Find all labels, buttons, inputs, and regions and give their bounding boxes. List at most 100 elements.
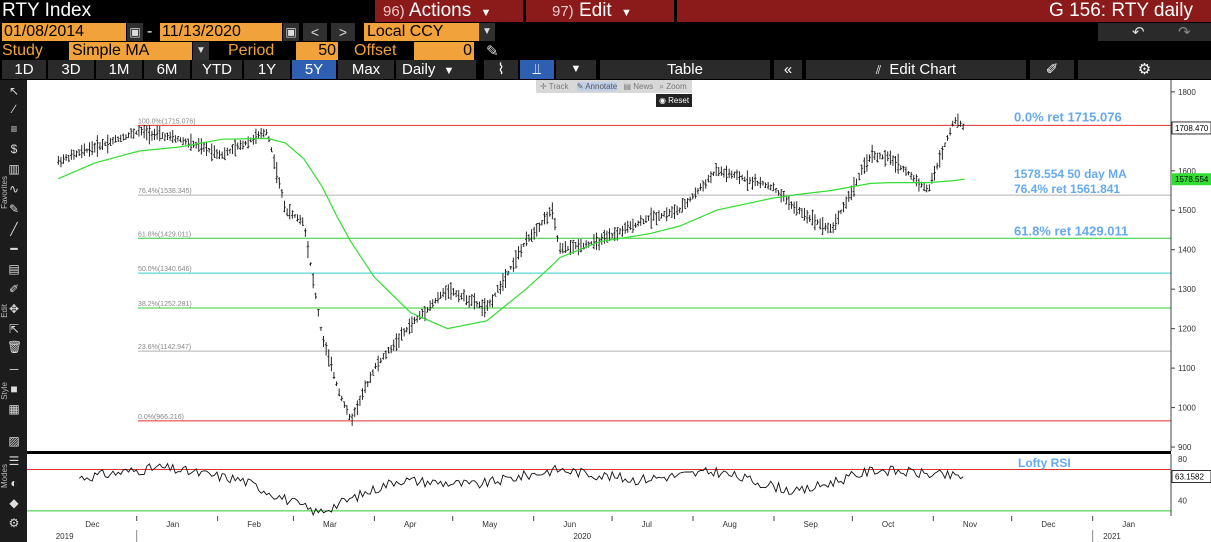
ma-series-line xyxy=(58,137,965,330)
frequency-label: Daily xyxy=(402,61,436,78)
start-date-input[interactable]: 01/08/2014 xyxy=(2,23,126,41)
channel-icon[interactable]: ▤ xyxy=(8,262,20,276)
gear-icon[interactable]: ⚙ xyxy=(1078,60,1211,79)
next-arrow-icon[interactable]: > xyxy=(331,23,355,41)
horizontal-line-icon[interactable]: ━ xyxy=(10,242,18,256)
price-axis-tick-label: 1300 xyxy=(1178,285,1196,294)
fibonacci-icon[interactable]: ≡ xyxy=(10,122,18,136)
date-separator: - xyxy=(147,23,153,40)
actions-menu[interactable]: 96) Actions ▼ xyxy=(375,0,523,22)
trash-icon[interactable]: 🗑 xyxy=(7,340,23,354)
period-button-1m[interactable]: 1M xyxy=(96,60,142,79)
rsi-title: Lofty RSI xyxy=(1018,456,1071,470)
time-axis-month-label: Mar xyxy=(323,520,337,529)
hatch-icon[interactable]: ▨ xyxy=(8,434,20,448)
line-chart-icon[interactable]: ⌇ xyxy=(484,60,518,79)
pen-icon[interactable]: ✎ xyxy=(486,43,499,60)
calendar-icon[interactable]: ▣ xyxy=(127,23,143,41)
collapse-icon[interactable]: « xyxy=(774,60,802,79)
calendar-icon[interactable]: ▣ xyxy=(283,23,299,41)
pencil-icon[interactable]: ✎ xyxy=(8,202,20,216)
period-button-3d[interactable]: 3D xyxy=(48,60,94,79)
annotate-button[interactable]: ✎ Annotate xyxy=(576,82,618,91)
security-label: G 156: RTY daily xyxy=(1049,0,1193,21)
price-axis-tick-label: 1100 xyxy=(1178,364,1196,373)
rsi-axis-tick-label: 80 xyxy=(1178,455,1187,464)
ma-price-label: 1578.554 xyxy=(1175,175,1209,184)
drawing-sidebar: ↖ ∕ ≡ $ ▥ ∿ ✎ ╱ ━ ▤ ✐ ✥ ⇱ 🗑 ─ ■ ▦ ▨ ☰ ◐ … xyxy=(0,80,27,542)
end-date-input[interactable]: 11/13/2020 xyxy=(160,23,282,41)
edit-chart-label: Edit Chart xyxy=(889,61,957,78)
cursor-icon[interactable]: ↖ xyxy=(8,84,20,98)
select-icon[interactable]: ⇱ xyxy=(8,322,20,336)
chevron-down-icon: ▼ xyxy=(621,7,632,19)
period-button-ytd[interactable]: YTD xyxy=(192,60,242,79)
period-input[interactable]: 50 xyxy=(296,42,338,60)
line-width-icon[interactable]: ☰ xyxy=(8,454,20,468)
period-button-1d[interactable]: 1D xyxy=(2,60,46,79)
move-icon[interactable]: ✥ xyxy=(8,302,20,316)
period-button-max[interactable]: Max xyxy=(338,60,394,79)
rsi-series-line xyxy=(78,462,964,517)
price-axis-tick-label: 1000 xyxy=(1178,404,1196,413)
time-axis-month-label: May xyxy=(482,520,497,529)
price-axis-tick-label: 900 xyxy=(1178,443,1192,452)
price-chart-area[interactable] xyxy=(27,80,1171,451)
fill-icon[interactable]: ▦ xyxy=(8,402,20,416)
annotation-label: 61.8% ret 1429.011 xyxy=(1014,223,1128,238)
line-style-icon[interactable]: ─ xyxy=(9,362,19,376)
color-square-icon[interactable]: ■ xyxy=(10,382,18,396)
track-button[interactable]: ✛ Track xyxy=(540,82,569,91)
period-button-5y[interactable]: 5Y xyxy=(292,60,336,79)
bar-chart-icon[interactable]: ⫫ xyxy=(520,60,554,79)
offset-input[interactable]: 0 xyxy=(414,42,474,60)
line-tool-icon[interactable]: ∕ xyxy=(12,102,15,116)
settings-icon[interactable]: ⚙ xyxy=(8,516,20,530)
dollar-icon[interactable]: $ xyxy=(10,142,18,156)
ray-icon[interactable]: ╱ xyxy=(10,222,18,236)
period-button-1y[interactable]: 1Y xyxy=(244,60,290,79)
currency-select[interactable]: Local CCY xyxy=(364,23,479,41)
annotation-label: 76.4% ret 1561.841 xyxy=(1014,182,1120,196)
bars-icon[interactable]: ▥ xyxy=(8,162,20,176)
time-axis-month-label: Dec xyxy=(1041,520,1055,529)
chart-mini-toolbar: ✛ Track ✎ Annotate ▤ News ⌕ Zoom xyxy=(536,80,692,93)
actions-number: 96) xyxy=(383,3,405,20)
fib-level-label: 61.8%(1429.011) xyxy=(138,231,191,238)
ma-price-box xyxy=(1172,173,1211,186)
rsi-last-box xyxy=(1171,470,1211,483)
chevron-down-icon[interactable]: ▼ xyxy=(556,60,596,79)
palette-icon[interactable]: ◆ xyxy=(9,496,19,510)
wave-icon[interactable]: ∿ xyxy=(8,182,20,196)
brush-icon[interactable]: ✐ xyxy=(8,282,20,296)
offset-label: Offset xyxy=(354,42,397,59)
rsi-chart-area[interactable] xyxy=(27,454,1171,516)
annotation-icon[interactable]: ✐ xyxy=(1030,60,1074,79)
fib-level-label: 100.0%(1715.076) xyxy=(138,118,196,125)
chevron-down-icon[interactable]: ▼ xyxy=(479,23,495,41)
edit-number: 97) xyxy=(552,3,574,20)
news-button[interactable]: ▤ News xyxy=(623,82,654,91)
chevron-down-icon: ▼ xyxy=(480,7,492,19)
frequency-select[interactable]: Daily ▼ xyxy=(396,60,476,79)
fib-level-label: 76.4%(1538.345) xyxy=(138,188,192,195)
chevron-down-icon[interactable]: ▼ xyxy=(193,42,209,60)
edit-menu[interactable]: 97) Edit ▼ xyxy=(526,0,674,22)
zoom-button[interactable]: ⌕ Zoom xyxy=(659,82,687,91)
rsi-axis-tick-label: 40 xyxy=(1178,497,1187,506)
redo-icon[interactable]: ↷ xyxy=(1178,24,1191,41)
edit-chart-button[interactable]: ⫽ Edit Chart xyxy=(806,60,1026,79)
time-axis-month-label: Sep xyxy=(804,520,819,529)
undo-icon[interactable]: ↶ xyxy=(1132,24,1145,41)
study-select[interactable]: Simple MA xyxy=(69,42,192,60)
time-axis-month-label: Jan xyxy=(1122,520,1135,529)
period-button-6m[interactable]: 6M xyxy=(144,60,190,79)
time-axis-month-label: Oct xyxy=(882,520,895,529)
mode-icon[interactable]: ◐ xyxy=(10,476,18,490)
reset-button[interactable]: ◉ Reset xyxy=(656,94,692,107)
table-button[interactable]: Table xyxy=(600,60,770,79)
fib-level-label: 38.2%(1252.281) xyxy=(138,301,192,308)
prev-arrow-icon[interactable]: < xyxy=(303,23,327,41)
time-axis-year-label: 2021 xyxy=(1103,532,1121,541)
